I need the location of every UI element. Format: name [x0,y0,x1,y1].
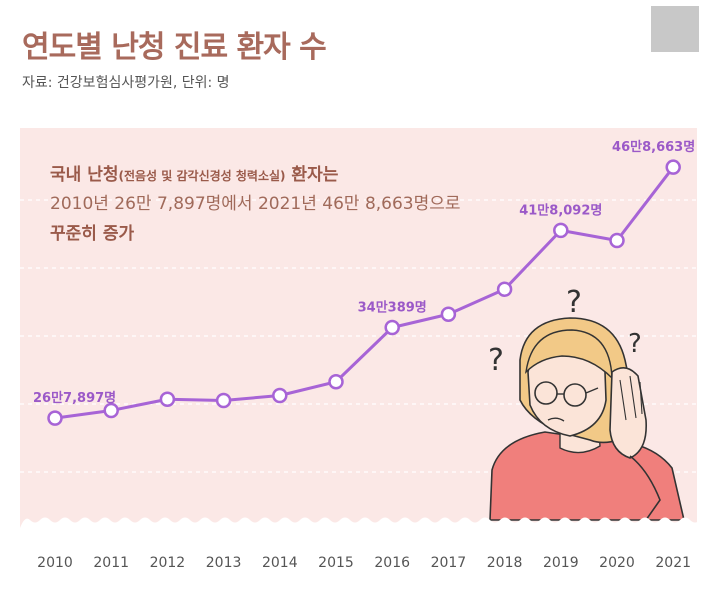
x-tick-2013: 2013 [206,555,242,571]
question-mark-icon: ? [628,329,642,359]
x-axis-ticks: 2010 2011 2012 2013 2014 2015 2016 2017 2018 2019… [37,555,691,571]
question-mark-icon: ? [566,285,582,320]
note-line1-b: (전음성 및 감각신경성 청력소실) [118,169,286,183]
corner-placeholder [651,6,699,52]
x-tick-2021: 2021 [655,555,691,571]
x-tick-2016: 2016 [374,555,410,571]
x-tick-2011: 2011 [93,555,129,571]
data-label-2010: 26만7,897명 [33,390,116,406]
data-point-2012 [159,391,176,407]
note-line1-c: 환자는 [285,165,339,185]
data-point-2020 [609,232,625,249]
x-tick-2012: 2012 [150,555,186,571]
data-point-2010 [47,410,63,426]
grid-lines [20,199,697,473]
data-labels: 26만7,897명 34만389명 41만8,092명 46만8,663명 [33,139,695,406]
confused-woman-illustration: ? ? ? [488,285,686,521]
data-point-2017 [440,306,457,322]
wavy-edge [20,517,700,532]
x-tick-2010: 2010 [37,555,73,571]
note-line1-a: 국내 난청 [50,165,119,185]
x-tick-2019: 2019 [543,555,579,571]
data-points [47,159,681,426]
x-tick-2014: 2014 [262,555,298,571]
x-tick-2020: 2020 [599,555,635,571]
data-point-2019 [553,222,569,239]
note-line3: 꾸준히 증가 [50,224,135,244]
chart-annotation: 국내 난청(전음성 및 감각신경성 청력소실) 환자는 2010년 26만 7,… [50,162,461,249]
chart-source: 자료: 건강보험심사평가원, 단위: 명 [22,75,230,91]
data-point-2014 [272,387,288,404]
data-point-2013 [215,392,232,409]
data-label-2016: 34만389명 [358,300,427,316]
data-point-2016 [384,319,400,336]
x-tick-2017: 2017 [431,555,467,571]
x-tick-2015: 2015 [318,555,354,571]
series-line [54,166,675,420]
data-point-2018 [496,281,513,297]
data-point-2021 [665,159,681,175]
data-point-2015 [328,374,344,390]
note-line2: 2010년 26만 7,897명에서 2021년 46만 8,663명으로 [50,194,461,214]
chart-title: 연도별 난청 진료 환자 수 [22,30,327,65]
data-point-2011 [103,402,119,419]
question-mark-icon: ? [488,343,504,378]
data-label-2019: 41만8,092명 [519,202,602,218]
data-label-2021: 46만8,663명 [612,139,695,155]
x-tick-2018: 2018 [487,555,523,571]
